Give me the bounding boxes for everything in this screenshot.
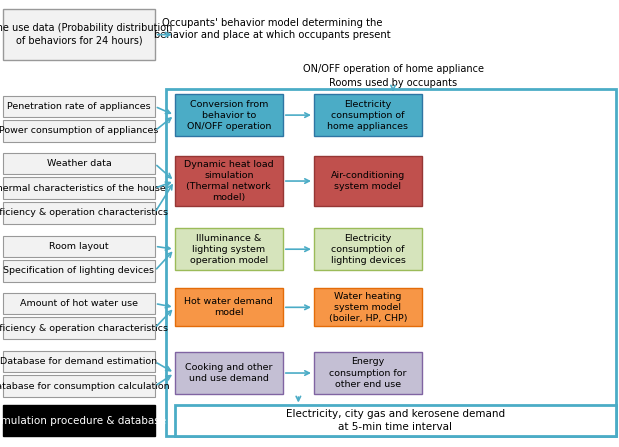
FancyBboxPatch shape bbox=[175, 288, 283, 326]
FancyBboxPatch shape bbox=[3, 375, 155, 397]
Text: Amount of hot water use: Amount of hot water use bbox=[20, 299, 138, 308]
Text: Electricity
consumption of
home appliances: Electricity consumption of home applianc… bbox=[327, 100, 409, 131]
Text: Air-conditioning
system model: Air-conditioning system model bbox=[331, 171, 405, 191]
FancyBboxPatch shape bbox=[3, 317, 155, 339]
FancyBboxPatch shape bbox=[3, 236, 155, 257]
Text: ON/OFF operation of home appliance: ON/OFF operation of home appliance bbox=[303, 64, 483, 74]
Text: Efficiency & operation characteristics: Efficiency & operation characteristics bbox=[0, 324, 168, 333]
FancyBboxPatch shape bbox=[3, 351, 155, 372]
Text: Cooking and other
und use demand: Cooking and other und use demand bbox=[185, 363, 272, 383]
Text: Dynamic heat load
simulation
(Thermal network
model): Dynamic heat load simulation (Thermal ne… bbox=[184, 160, 274, 202]
Text: Energy
consumption for
other end use: Energy consumption for other end use bbox=[329, 358, 407, 388]
FancyBboxPatch shape bbox=[314, 156, 422, 206]
Text: Database for demand estimation: Database for demand estimation bbox=[1, 357, 157, 366]
Text: Water heating
system model
(boiler, HP, CHP): Water heating system model (boiler, HP, … bbox=[329, 292, 407, 323]
FancyBboxPatch shape bbox=[314, 352, 422, 394]
FancyBboxPatch shape bbox=[175, 352, 283, 394]
Text: Penetration rate of appliances: Penetration rate of appliances bbox=[7, 102, 151, 111]
FancyBboxPatch shape bbox=[175, 156, 283, 206]
FancyBboxPatch shape bbox=[175, 94, 283, 136]
FancyBboxPatch shape bbox=[3, 120, 155, 142]
FancyBboxPatch shape bbox=[3, 177, 155, 199]
Text: Database for consumption calculation: Database for consumption calculation bbox=[0, 382, 169, 391]
Text: Illuminance &
lighting system
operation model: Illuminance & lighting system operation … bbox=[189, 234, 268, 265]
FancyBboxPatch shape bbox=[3, 96, 155, 117]
Text: Rooms used by occupants: Rooms used by occupants bbox=[329, 78, 457, 88]
FancyBboxPatch shape bbox=[3, 153, 155, 174]
Text: Simulation procedure & database: Simulation procedure & database bbox=[0, 416, 167, 426]
Text: Efficiency & operation characteristics: Efficiency & operation characteristics bbox=[0, 208, 168, 217]
Text: Hot water demand
model: Hot water demand model bbox=[184, 297, 273, 317]
Text: Time use data (Probability distribution
of behaviors for 24 hours): Time use data (Probability distribution … bbox=[0, 23, 173, 46]
FancyBboxPatch shape bbox=[314, 228, 422, 270]
FancyBboxPatch shape bbox=[175, 405, 616, 436]
Text: Thermal characteristics of the house: Thermal characteristics of the house bbox=[0, 184, 167, 193]
FancyBboxPatch shape bbox=[314, 288, 422, 326]
Text: Electricity
consumption of
lighting devices: Electricity consumption of lighting devi… bbox=[331, 234, 405, 265]
FancyBboxPatch shape bbox=[3, 293, 155, 314]
Text: Weather data: Weather data bbox=[46, 159, 111, 168]
Text: Electricity, city gas and kerosene demand
at 5-min time interval: Electricity, city gas and kerosene deman… bbox=[286, 409, 504, 432]
FancyBboxPatch shape bbox=[175, 228, 283, 270]
Text: Power consumption of appliances: Power consumption of appliances bbox=[0, 127, 158, 135]
Text: Occupants' behavior model determining the
behavior and place at which occupants : Occupants' behavior model determining th… bbox=[154, 18, 391, 40]
FancyBboxPatch shape bbox=[3, 9, 155, 60]
Text: Room layout: Room layout bbox=[49, 242, 109, 251]
FancyBboxPatch shape bbox=[3, 202, 155, 224]
FancyBboxPatch shape bbox=[3, 260, 155, 282]
FancyBboxPatch shape bbox=[314, 94, 422, 136]
Text: Conversion from
behavior to
ON/OFF operation: Conversion from behavior to ON/OFF opera… bbox=[186, 100, 271, 131]
Text: Specification of lighting devices: Specification of lighting devices bbox=[4, 266, 154, 275]
FancyBboxPatch shape bbox=[3, 405, 155, 436]
